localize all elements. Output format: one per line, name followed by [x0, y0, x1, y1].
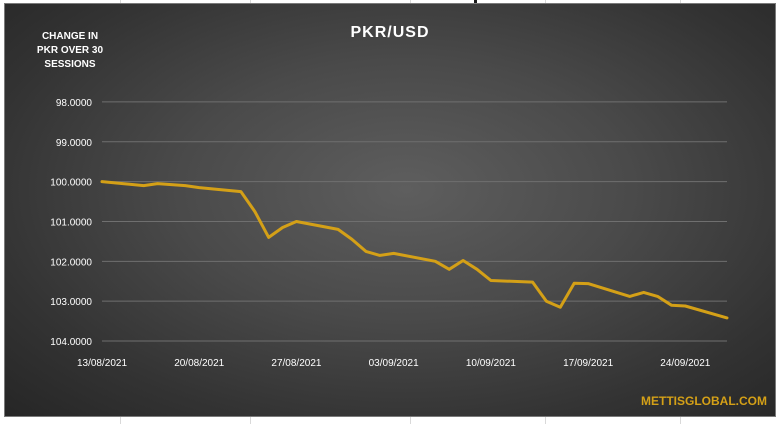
data-point: [281, 226, 284, 229]
data-point: [295, 220, 298, 223]
y-tick-label: 100.0000: [50, 178, 92, 189]
data-point: [628, 295, 631, 298]
data-point: [489, 279, 493, 282]
data-point: [142, 184, 145, 187]
data-point: [531, 280, 534, 284]
data-point: [545, 299, 548, 303]
data-point: [656, 295, 659, 298]
y-tick-label: 99.0000: [56, 138, 93, 149]
y-tick-label: 104.0000: [50, 337, 92, 348]
y-tick-label: 101.0000: [50, 217, 92, 228]
data-point: [434, 260, 437, 263]
data-point: [184, 184, 187, 187]
y-tick-label: 103.0000: [50, 297, 92, 308]
data-point: [364, 250, 368, 253]
line-chart: 98.0000 99.0000 100.0000 101.0000 102.0000 10…: [50, 98, 729, 369]
x-tick-label: 24/09/2021: [660, 358, 710, 369]
data-point: [475, 268, 479, 271]
x-tick-label: 03/09/2021: [369, 358, 419, 369]
x-tick-label: 20/08/2021: [174, 358, 224, 369]
side-note: CHANGE IN PKR OVER 30 SESSIONS: [36, 31, 104, 70]
chart-area[interactable]: PKR/USD CHANGE IN PKR OVER 30 SESSIONS 9…: [4, 3, 776, 417]
x-tick-label: 27/08/2021: [271, 358, 321, 369]
chart-title: PKR/USD: [350, 24, 430, 41]
data-point: [253, 210, 256, 213]
data-point: [350, 238, 354, 241]
data-point: [684, 304, 687, 308]
data-point: [725, 316, 729, 320]
data-point: [156, 182, 159, 185]
data-point: [392, 252, 395, 255]
y-tick-label: 98.0000: [56, 98, 93, 109]
x-tick-label: 13/08/2021: [77, 358, 127, 369]
y-tick-label: 102.0000: [50, 257, 92, 268]
data-point: [586, 282, 590, 285]
data-point: [448, 268, 451, 271]
data-point: [267, 236, 270, 239]
data-point: [100, 180, 104, 183]
x-tick-label: 10/09/2021: [466, 358, 516, 369]
watermark: METTISGLOBAL.COM: [641, 394, 767, 408]
data-point: [198, 186, 201, 189]
data-point: [336, 228, 340, 231]
data-point: [239, 190, 243, 193]
data-point: [378, 254, 381, 257]
x-tick-label: 17/09/2021: [563, 358, 613, 369]
data-point: [642, 291, 645, 294]
data-point: [670, 303, 673, 307]
data-point: [573, 282, 576, 285]
data-point: [559, 305, 562, 309]
data-point: [461, 259, 465, 262]
series-line: [100, 180, 729, 320]
